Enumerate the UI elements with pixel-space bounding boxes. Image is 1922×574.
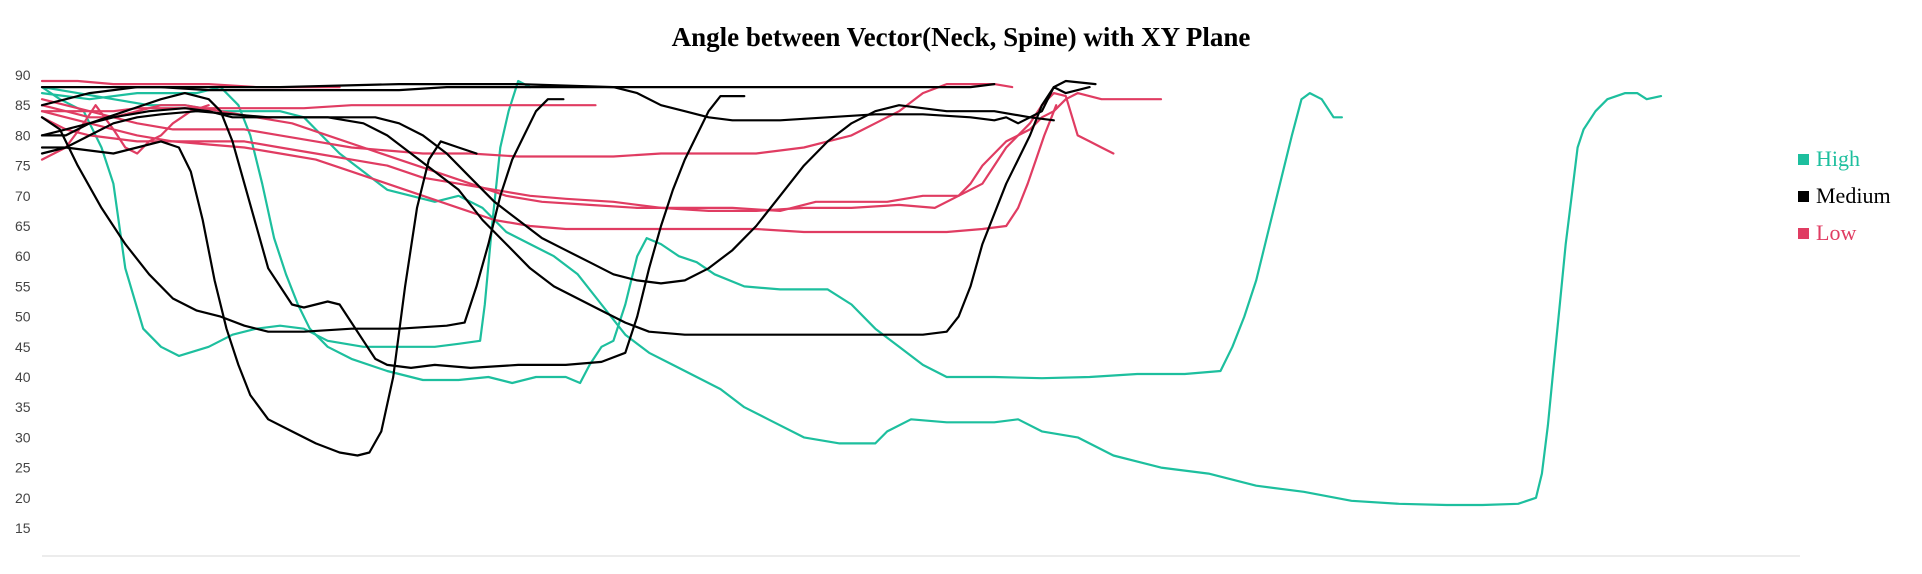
y-tick-label: 15: [15, 520, 31, 536]
y-tick-label: 75: [15, 158, 31, 174]
y-tick-label: 55: [15, 278, 31, 294]
y-tick-label: 65: [15, 218, 31, 234]
chart-title: Angle between Vector(Neck, Spine) with X…: [672, 22, 1251, 52]
legend-swatch-medium: [1798, 191, 1809, 202]
series-line-low-15: [40, 104, 1058, 234]
y-tick-label: 25: [15, 460, 31, 476]
series-line-medium-6: [40, 140, 478, 457]
y-tick-label: 90: [15, 67, 31, 83]
series-line-high-2: [40, 86, 1663, 507]
series-line-medium-7: [40, 79, 1097, 125]
legend-label-high: High: [1816, 146, 1860, 171]
y-tick-label: 50: [15, 309, 31, 325]
series-line-medium-8: [40, 86, 1091, 336]
series-layer: [40, 79, 1663, 507]
series-line-low-11: [40, 83, 1014, 158]
y-tick-label: 45: [15, 339, 31, 355]
y-tick-label: 20: [15, 490, 31, 506]
y-tick-label: 60: [15, 248, 31, 264]
series-line-low-12: [40, 104, 597, 113]
series-line-high-1: [40, 86, 1343, 385]
legend-label-low: Low: [1816, 220, 1856, 245]
legend: High Medium Low: [1798, 146, 1891, 245]
series-line-medium-5: [40, 98, 565, 333]
legend-label-medium: Medium: [1816, 183, 1891, 208]
legend-swatch-high: [1798, 154, 1809, 165]
y-axis-ticks: 90 85 80 75 70 65 60 55 50 45 40 35 30 25 20 15: [15, 67, 31, 536]
y-tick-label: 80: [15, 127, 31, 143]
y-tick-label: 40: [15, 369, 31, 385]
y-tick-label: 35: [15, 399, 31, 415]
y-tick-label: 30: [15, 429, 31, 445]
series-line-medium-4: [40, 104, 1055, 285]
series-line-high-0: [40, 79, 532, 357]
series-line-medium-3: [40, 92, 746, 369]
series-line-low-14: [40, 92, 1163, 212]
y-tick-label: 85: [15, 97, 31, 113]
y-tick-label: 70: [15, 188, 31, 204]
series-line-low-13: [40, 92, 1115, 212]
legend-swatch-low: [1798, 228, 1809, 239]
series-line-medium-9: [40, 83, 996, 107]
